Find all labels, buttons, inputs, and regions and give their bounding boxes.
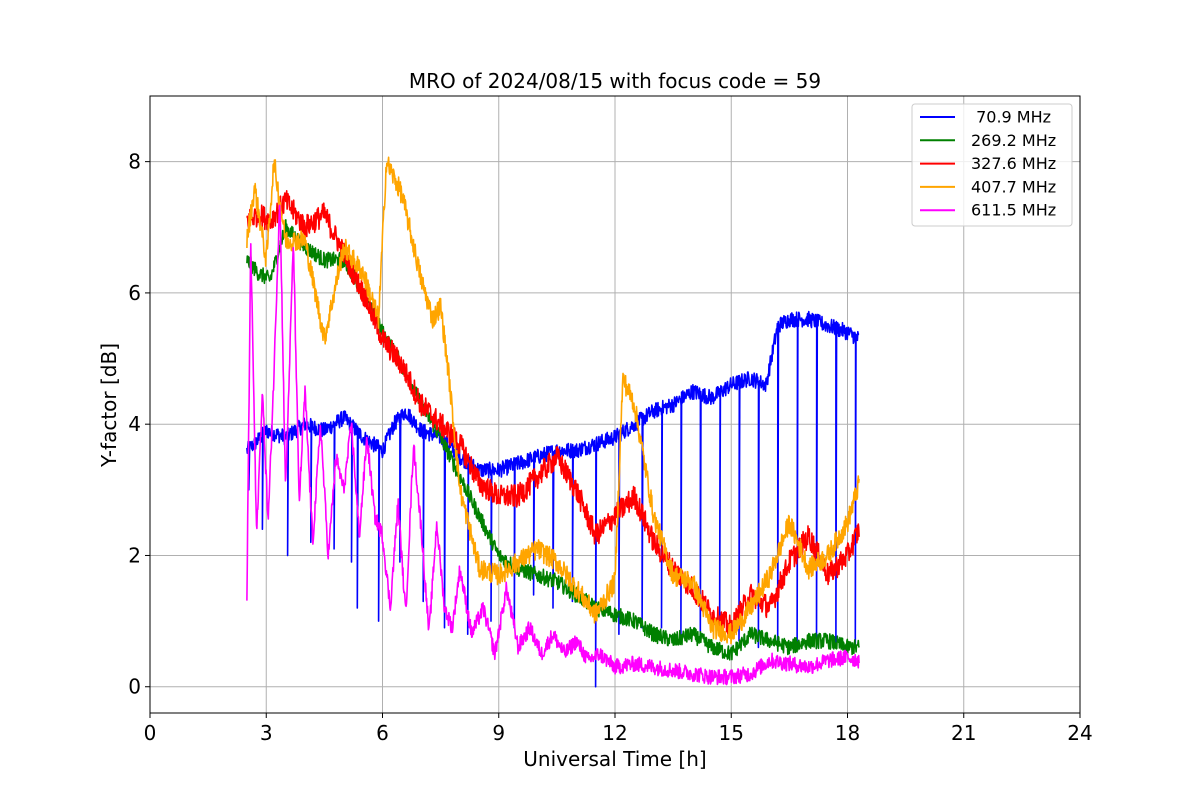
y-tick-label: 2 <box>128 543 141 567</box>
legend-label: 407.7 MHz <box>971 177 1056 196</box>
series-line-4 <box>246 204 860 686</box>
x-tick-label: 18 <box>835 721 860 745</box>
x-tick-label: 9 <box>492 721 505 745</box>
x-tick-label: 3 <box>260 721 273 745</box>
x-tick-label: 21 <box>951 721 976 745</box>
legend-label: 70.9 MHz <box>971 108 1051 127</box>
legend-label: 611.5 MHz <box>971 201 1056 220</box>
y-tick-label: 4 <box>128 412 141 436</box>
x-tick-label: 6 <box>376 721 389 745</box>
x-tick-label: 24 <box>1067 721 1092 745</box>
y-tick-label: 0 <box>128 675 141 699</box>
x-tick-label: 15 <box>719 721 744 745</box>
series-line-0 <box>246 310 860 688</box>
y-tick-label: 6 <box>128 281 141 305</box>
x-axis: 0 3 6 9 12 15 18 21 24 <box>144 713 1093 745</box>
legend-box <box>911 103 1073 227</box>
y-axis-label: Y-factor [dB] <box>97 343 121 468</box>
x-tick-label: 12 <box>602 721 627 745</box>
y-axis: 0 2 4 6 8 <box>128 150 150 699</box>
legend: 70.9 MHz 269.2 MHz 327.6 MHz 407.7 MHz 611.5… <box>911 103 1073 227</box>
x-tick-label: 0 <box>144 721 157 745</box>
legend-label: 327.6 MHz <box>971 154 1056 173</box>
series-layer <box>246 156 860 688</box>
chart-title: MRO of 2024/08/15 with focus code = 59 <box>409 69 821 93</box>
series-line-3 <box>246 156 860 645</box>
y-tick-label: 8 <box>128 150 141 174</box>
legend-label: 269.2 MHz <box>971 131 1056 150</box>
x-axis-label: Universal Time [h] <box>523 747 706 771</box>
